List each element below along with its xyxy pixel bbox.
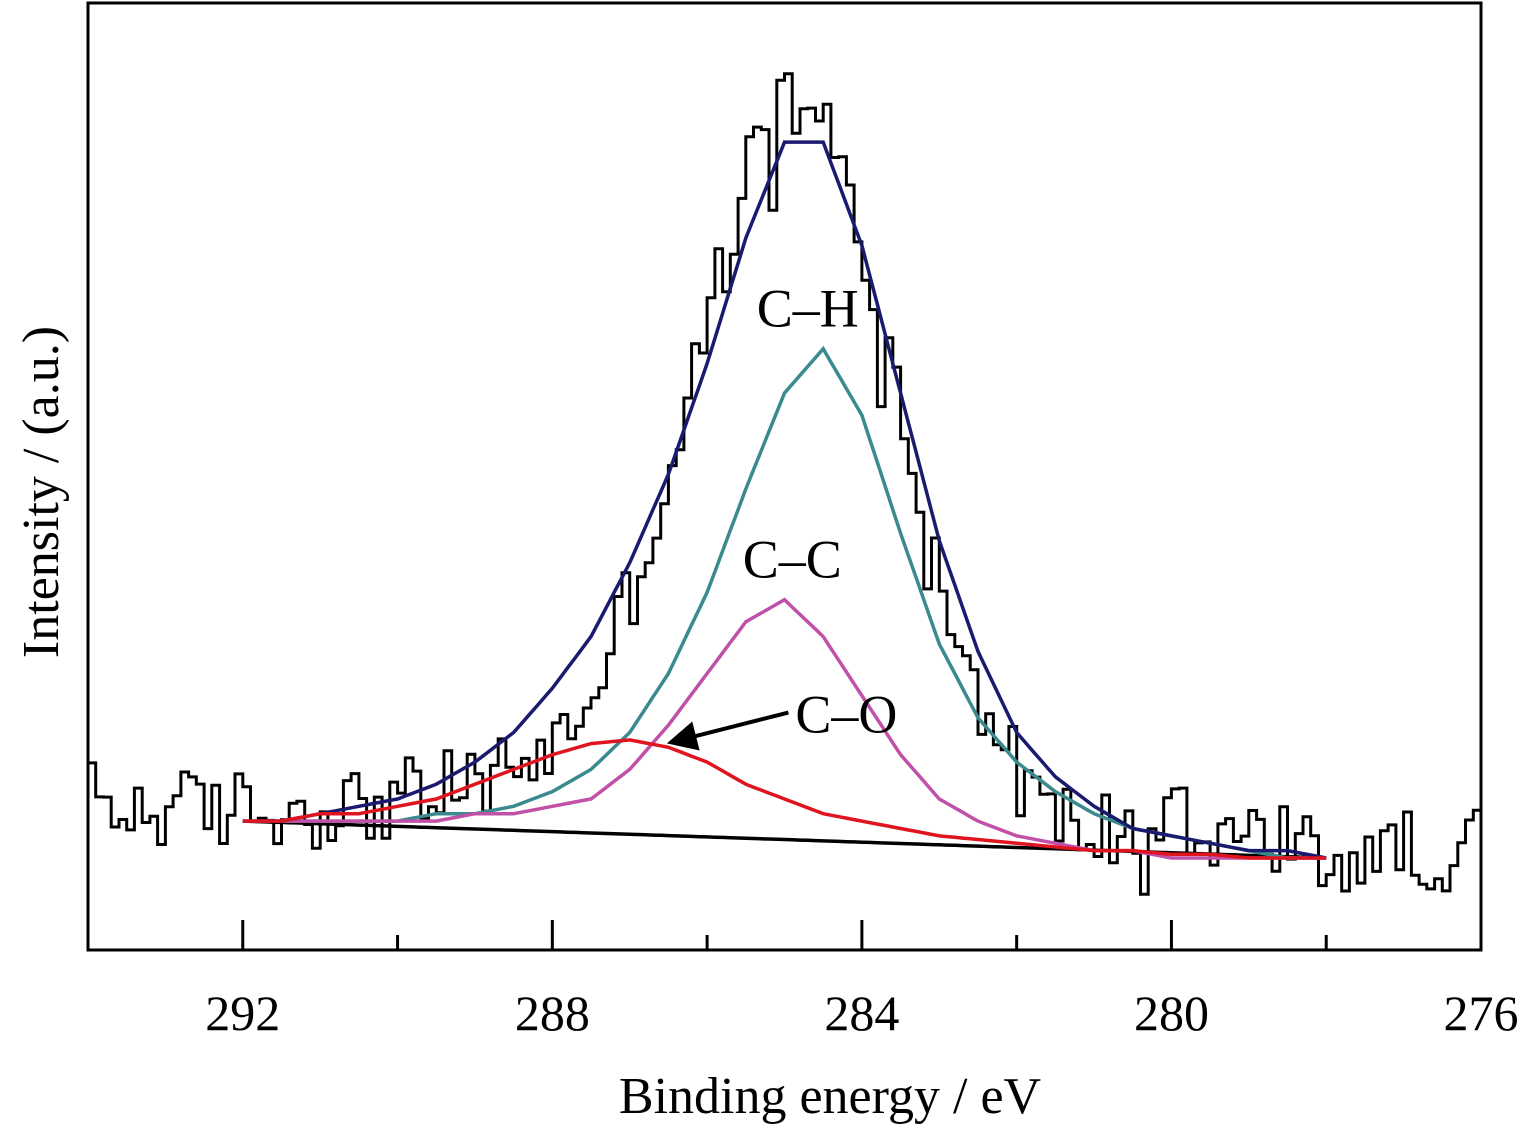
- x-tick-label: 284: [824, 985, 899, 1041]
- x-axis-label: Binding energy / eV: [619, 1068, 1041, 1125]
- annotation-arrow: [666, 710, 789, 751]
- x-ticks: [241, 920, 1483, 950]
- x-tick-label: 292: [205, 985, 280, 1041]
- peak-label: C–C: [743, 530, 842, 590]
- peak-label: C–H: [757, 279, 859, 339]
- x-tick-label: 288: [515, 985, 590, 1041]
- peak-label: C–O: [795, 685, 897, 745]
- x-tick-labels: 292 288 284 280 276: [205, 985, 1518, 1041]
- raw-spectrum-line: [88, 72, 1483, 896]
- y-axis-label: Intensity / (a.u.): [13, 326, 70, 658]
- annotation-layer: C–H C–C C–O: [666, 279, 897, 751]
- plot-frame: [86, 1, 1483, 952]
- envelope-fit-line: [242, 140, 1327, 860]
- x-tick-label: 280: [1134, 985, 1209, 1041]
- series-c-o-line: [242, 738, 1327, 860]
- series-layer: [88, 72, 1483, 896]
- x-tick-label: 276: [1444, 985, 1519, 1041]
